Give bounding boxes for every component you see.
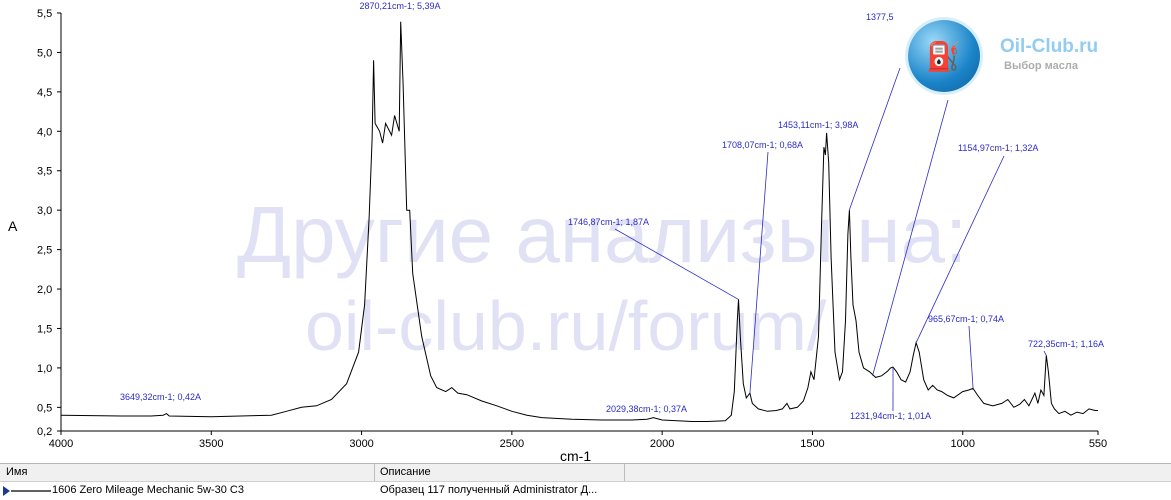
- y-axis-label: A: [8, 218, 18, 234]
- series-name: 1606 Zero Mileage Mechanic 5w-30 C3: [52, 484, 244, 496]
- y-tick-label: 3,0: [37, 205, 52, 217]
- watermark-line-2: oil-club.ru/forum/: [305, 287, 827, 365]
- legend-table: Имя Описание 1606 Zero Mileage Mechanic …: [0, 463, 1171, 500]
- x-tick-label: 3500: [199, 438, 223, 450]
- y-tick-label: 1,0: [37, 363, 52, 375]
- row-pointer-icon: [3, 486, 10, 496]
- y-tick-label: 2,5: [37, 245, 52, 257]
- peak-annotation: 1377,5: [866, 12, 894, 22]
- legend-header-row: Имя Описание: [0, 464, 1171, 482]
- peak-annotation: 3649,32cm-1; 0,42A: [120, 392, 201, 402]
- y-tick-label: 2,0: [37, 284, 52, 296]
- x-tick-label: 550: [1089, 438, 1107, 450]
- peak-annotation: 965,67cm-1; 0,74A: [928, 314, 1004, 324]
- peak-annotation: 1154,97cm-1; 1,32A: [958, 143, 1038, 153]
- x-tick-label: 2500: [500, 438, 524, 450]
- x-tick-label: 1500: [800, 438, 824, 450]
- peak-annotation: 722,35cm-1; 1,16A: [1028, 339, 1104, 349]
- logo-title: Oil-Club.ru: [1000, 36, 1098, 58]
- column-divider[interactable]: [624, 464, 625, 481]
- peak-annotation: 1746,87cm-1; 1,87A: [568, 217, 649, 227]
- y-tick-label: 3,5: [37, 166, 52, 178]
- column-header-description[interactable]: Описание: [380, 466, 431, 478]
- column-header-name[interactable]: Имя: [6, 466, 27, 478]
- oil-club-logo: ⛽ Oil-Club.ru Выбор масла: [908, 20, 1138, 100]
- watermark-line-1: Другие анализы на:: [237, 190, 967, 279]
- y-tick-label: 4,5: [37, 87, 52, 99]
- x-tick-label: 4000: [49, 438, 73, 450]
- y-tick-label: 0,5: [37, 402, 52, 414]
- peak-annotation: 1453,11cm-1; 3,98A: [778, 120, 858, 130]
- y-tick-label: 5,5: [37, 8, 52, 20]
- x-tick-label: 1000: [950, 438, 974, 450]
- x-axis-label: cm-1: [560, 448, 591, 463]
- legend-row[interactable]: 1606 Zero Mileage Mechanic 5w-30 C3 Обра…: [0, 482, 1171, 499]
- column-divider[interactable]: [374, 464, 375, 481]
- peak-annotation: 1708,07cm-1; 0,68A: [722, 140, 803, 150]
- peak-annotation: 2029,38cm-1; 0,37A: [606, 404, 687, 414]
- x-tick-label: 3000: [349, 438, 373, 450]
- x-tick-label: 2000: [650, 438, 674, 450]
- peak-annotation: 2870,21cm-1; 5,39A: [359, 1, 440, 11]
- logo-subtitle: Выбор масла: [1004, 60, 1078, 72]
- peak-annotation: 1231,94cm-1; 1,01A: [850, 411, 931, 421]
- series-swatch: [2, 485, 52, 497]
- series-description: Образец 117 полученный Administrator Д..…: [380, 484, 597, 496]
- y-tick-label: 4,0: [37, 126, 52, 138]
- y-tick-label: 1,5: [37, 323, 52, 335]
- y-tick-label: 0,2: [37, 426, 52, 438]
- logo-badge: ⛽: [908, 20, 980, 92]
- y-tick-label: 5,0: [37, 47, 52, 59]
- oil-can-icon: ⛽: [926, 40, 961, 73]
